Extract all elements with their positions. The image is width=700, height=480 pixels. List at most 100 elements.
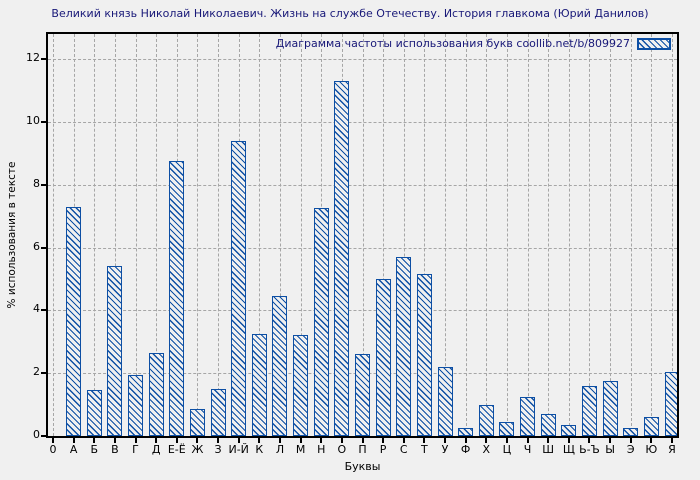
x-tick-mark-И-Й	[237, 438, 240, 443]
x-tick-mark-Е-Ё	[175, 438, 178, 443]
legend-label: Диаграмма частоты использования букв coo…	[275, 37, 630, 50]
y-axis-label: % использования в тексте	[6, 161, 18, 309]
y-tick-mark-6	[41, 246, 47, 249]
bar-А	[66, 207, 82, 436]
x-tick-label-Ц: Ц	[502, 443, 512, 456]
x-tick-mark-Х	[485, 438, 488, 443]
x-tick-label-З: З	[214, 443, 222, 456]
x-tick-label-Щ: Щ	[562, 443, 575, 456]
gridline-x-Л	[279, 34, 281, 436]
legend: Диаграмма частоты использования букв coo…	[276, 37, 671, 50]
gridline-x-Ф	[465, 34, 467, 436]
bar-З	[210, 389, 226, 436]
gridline-x-М	[300, 34, 302, 436]
bar-Я	[664, 372, 677, 436]
bar-Ы	[602, 381, 618, 436]
x-tick-label-О: О	[337, 443, 347, 456]
x-tick-label-Э: Э	[626, 443, 635, 456]
gridline-x-0	[53, 34, 54, 436]
x-tick-label-Л: Л	[275, 443, 285, 456]
gridline-x-У	[445, 34, 447, 436]
gridline-x-К	[259, 34, 261, 436]
x-tick-label-Ь-Ъ: Ь-Ъ	[579, 443, 600, 456]
y-tick-label-6: 6	[33, 239, 40, 253]
bar-Ф	[458, 428, 474, 436]
x-tick-mark-Ж	[196, 438, 199, 443]
bar-Ж	[189, 409, 205, 436]
x-tick-label-Т: Т	[421, 443, 428, 456]
x-tick-label-П: П	[358, 443, 367, 456]
gridline-x-Г	[135, 34, 137, 436]
x-tick-mark-П	[361, 438, 364, 443]
gridline-x-Ы	[610, 34, 612, 436]
x-tick-label-М: М	[295, 443, 306, 456]
x-tick-label-К: К	[255, 443, 264, 456]
gridline-x-С	[403, 34, 405, 436]
x-tick-mark-С	[402, 438, 405, 443]
bar-Н	[313, 208, 329, 436]
x-tick-label-Ф: Ф	[460, 443, 471, 456]
y-tick-mark-2	[41, 372, 47, 375]
x-tick-mark-Ф	[464, 438, 467, 443]
x-tick-label-В: В	[111, 443, 119, 456]
x-tick-mark-Ц	[505, 438, 508, 443]
gridline-x-Х	[486, 34, 488, 436]
x-tick-mark-Ш	[547, 438, 550, 443]
x-tick-mark-Н	[320, 438, 323, 443]
x-axis-label: Буквы	[344, 460, 381, 473]
x-tick-label-А: А	[69, 443, 78, 456]
y-tick-mark-12	[41, 58, 47, 61]
x-tick-label-Ж: Ж	[191, 443, 204, 456]
y-tick-label-8: 8	[33, 176, 40, 190]
gridline-x-Щ	[568, 34, 570, 436]
bar-Ц	[499, 422, 515, 436]
bar-П	[355, 354, 370, 436]
x-tick-label-Е-Ё: Е-Ё	[167, 443, 186, 456]
gridline-x-З	[218, 34, 220, 436]
bar-К	[251, 334, 267, 436]
gridline-x-Ц	[506, 34, 508, 436]
x-tick-mark-Г	[134, 438, 137, 443]
x-tick-mark-О	[340, 438, 343, 443]
x-tick-label-Ю: Ю	[645, 443, 658, 456]
x-tick-mark-Ю	[650, 438, 653, 443]
x-tick-mark-Л	[278, 438, 281, 443]
x-tick-label-Г: Г	[132, 443, 139, 456]
y-tick-mark-4	[41, 309, 47, 312]
bar-Х	[478, 405, 494, 436]
x-tick-mark-Т	[423, 438, 426, 443]
y-tick-label-2: 2	[33, 365, 40, 379]
plot-area: Диаграмма частоты использования букв coo…	[46, 32, 679, 438]
gridline-x-Р	[383, 34, 385, 436]
x-tick-mark-Ч	[526, 438, 529, 443]
bar-Ч	[520, 397, 536, 436]
bar-Т	[416, 274, 432, 436]
gridline-x-Ь-Ъ	[589, 34, 591, 436]
x-tick-label-Ч: Ч	[523, 443, 532, 456]
gridline-x-Ю	[651, 34, 653, 436]
x-tick-label-Д: Д	[151, 443, 161, 456]
gridline-x-Ч	[527, 34, 529, 436]
y-tick-label-0: 0	[33, 428, 40, 441]
bar-В	[107, 266, 123, 436]
gridline-x-Д	[156, 34, 158, 436]
bar-Ю	[643, 417, 659, 436]
bar-Е-Ё	[169, 161, 185, 436]
bar-Д	[148, 353, 164, 436]
x-tick-mark-М	[299, 438, 302, 443]
x-tick-mark-К	[258, 438, 261, 443]
x-tick-mark-0	[52, 438, 54, 443]
bar-С	[396, 257, 412, 436]
gridline-x-Я	[672, 34, 673, 436]
bar-Ь-Ъ	[581, 386, 597, 436]
gridline-x-Э	[630, 34, 632, 436]
x-tick-label-Ш: Ш	[542, 443, 555, 456]
x-tick-mark-Р	[382, 438, 385, 443]
x-tick-mark-З	[217, 438, 220, 443]
x-tick-mark-Э	[629, 438, 632, 443]
x-tick-label-0: 0	[49, 443, 57, 456]
x-tick-mark-Б	[93, 438, 96, 443]
x-tick-label-Б: Б	[90, 443, 99, 456]
x-tick-label-Х: Х	[482, 443, 491, 456]
bar-И-Й	[231, 141, 247, 436]
